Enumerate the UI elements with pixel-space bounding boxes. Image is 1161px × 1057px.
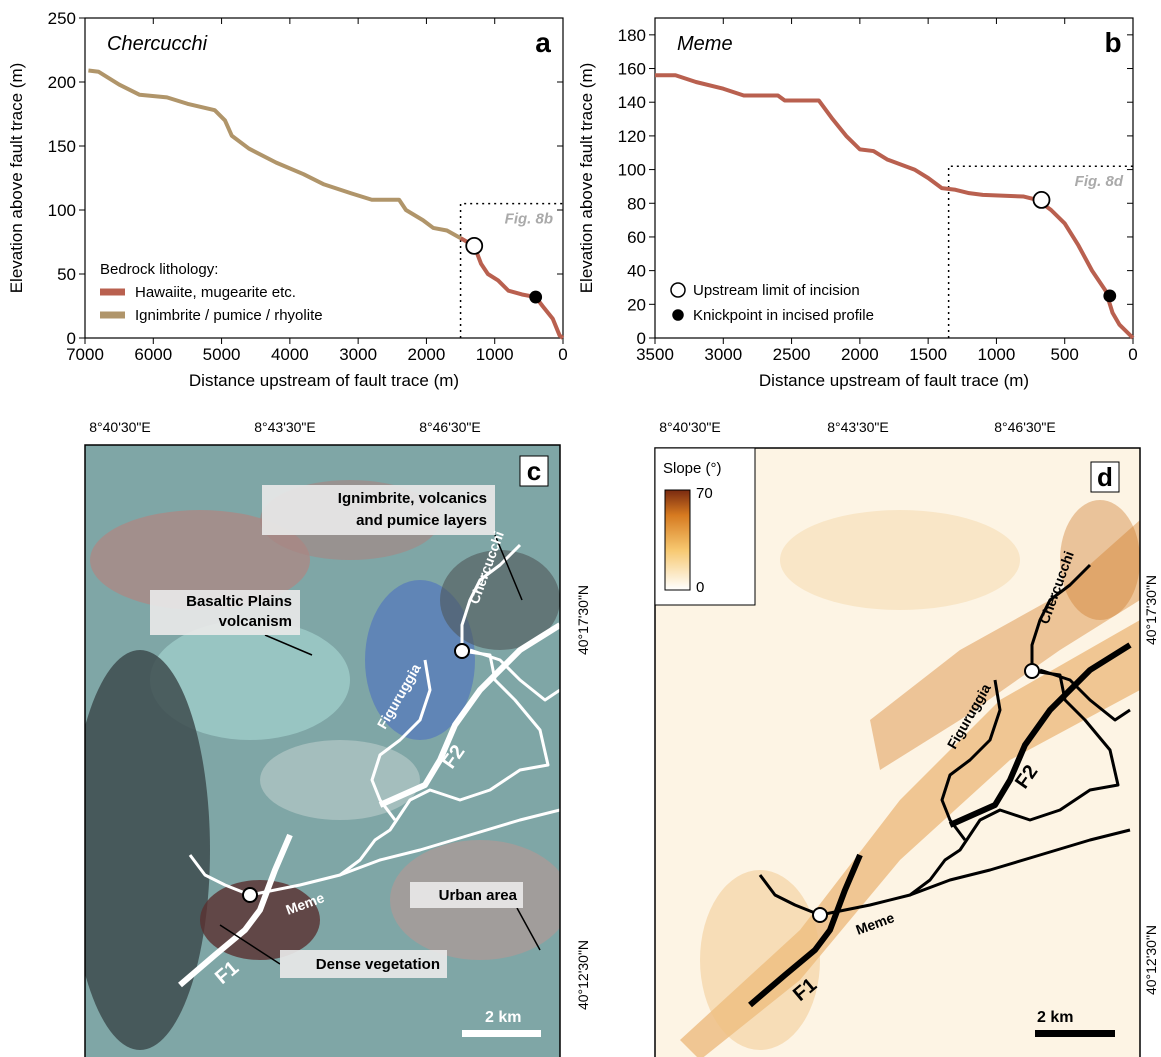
x-tick-label: 0: [1128, 345, 1137, 364]
y-axis-label: Elevation above fault trace (m): [577, 63, 596, 294]
annotation: Basaltic Plains: [186, 593, 292, 610]
x-axis-label: Distance upstream of fault trace (m): [759, 371, 1029, 390]
legend-label: Ignimbrite / pumice / rhyolite: [135, 307, 323, 324]
lat-label: 40°17'30"N: [1143, 575, 1159, 645]
y-tick-label: 140: [618, 93, 646, 112]
y-tick-label: 40: [627, 262, 646, 281]
y-axis-label: Elevation above fault trace (m): [7, 63, 26, 294]
lon-label: 8°40'30"E: [659, 419, 721, 435]
inset-label: Fig. 8b: [505, 211, 553, 228]
legend-title: Bedrock lithology:: [100, 261, 218, 278]
y-tick-label: 100: [48, 201, 76, 220]
panel-letter: d: [1097, 462, 1113, 492]
figure: c 8°40'30"E 8°43'30"E 8°46'30"E 40°17'30…: [0, 0, 1161, 1057]
panel-letter: c: [527, 456, 541, 486]
y-tick-label: 160: [618, 60, 646, 79]
legend-marker: [671, 283, 685, 297]
marker: [530, 292, 541, 303]
y-tick-label: 0: [637, 329, 646, 348]
lon-label: 8°43'30"E: [827, 419, 889, 435]
annotation: Ignimbrite, volcanics: [338, 490, 487, 507]
lat-label: 40°17'30"N: [575, 585, 591, 655]
legend-title: Slope (°): [663, 460, 722, 477]
y-tick-label: 80: [627, 194, 646, 213]
y-tick-label: 200: [48, 73, 76, 92]
lat-label: 40°12'30"N: [1143, 925, 1159, 995]
x-tick-label: 6000: [134, 345, 172, 364]
x-tick-label: 2000: [408, 345, 446, 364]
y-tick-label: 250: [48, 9, 76, 28]
y-tick-label: 100: [618, 161, 646, 180]
profile-line: [88, 70, 460, 238]
legend-marker: [673, 310, 683, 320]
x-tick-label: 500: [1051, 345, 1079, 364]
chart-title: Chercucchi: [107, 33, 208, 55]
inset-label: Fig. 8d: [1075, 173, 1124, 190]
legend-label: Upstream limit of incision: [693, 282, 860, 299]
x-tick-label: 1000: [978, 345, 1016, 364]
legend-label: 70: [696, 485, 713, 502]
legend-label: 0: [696, 579, 704, 596]
x-tick-label: 0: [558, 345, 567, 364]
y-tick-label: 50: [57, 265, 76, 284]
y-tick-label: 150: [48, 137, 76, 156]
lon-label: 8°40'30"E: [89, 419, 151, 435]
annotation: and pumice layers: [356, 512, 487, 529]
x-tick-label: 2000: [841, 345, 879, 364]
x-tick-label: 1500: [909, 345, 947, 364]
x-tick-label: 1000: [476, 345, 514, 364]
lon-label: 8°46'30"E: [419, 419, 481, 435]
y-tick-label: 60: [627, 228, 646, 247]
panel-letter: a: [535, 27, 551, 58]
annotation: volcanism: [219, 613, 292, 630]
panel-letter: b: [1104, 27, 1121, 58]
x-axis-label: Distance upstream of fault trace (m): [189, 371, 459, 390]
x-tick-label: 3000: [339, 345, 377, 364]
lon-label: 8°43'30"E: [254, 419, 316, 435]
marker: [1033, 192, 1049, 208]
x-tick-label: 5000: [203, 345, 241, 364]
lon-label: 8°46'30"E: [994, 419, 1056, 435]
legend-label: Hawaiite, mugearite etc.: [135, 284, 296, 301]
y-tick-label: 120: [618, 127, 646, 146]
scale-label: 2 km: [485, 1009, 521, 1026]
x-tick-label: 3000: [704, 345, 742, 364]
y-tick-label: 0: [67, 329, 76, 348]
y-tick-label: 20: [627, 295, 646, 314]
marker: [1104, 290, 1115, 301]
legend-label: Knickpoint in incised profile: [693, 307, 874, 324]
marker: [466, 238, 482, 254]
chart-title: Meme: [677, 33, 733, 55]
x-tick-label: 4000: [271, 345, 309, 364]
annotation: Urban area: [439, 887, 518, 904]
annotation: Dense vegetation: [316, 956, 440, 973]
x-tick-label: 2500: [773, 345, 811, 364]
lat-label: 40°12'30"N: [575, 940, 591, 1010]
y-tick-label: 180: [618, 26, 646, 45]
scale-label: 2 km: [1037, 1009, 1073, 1026]
